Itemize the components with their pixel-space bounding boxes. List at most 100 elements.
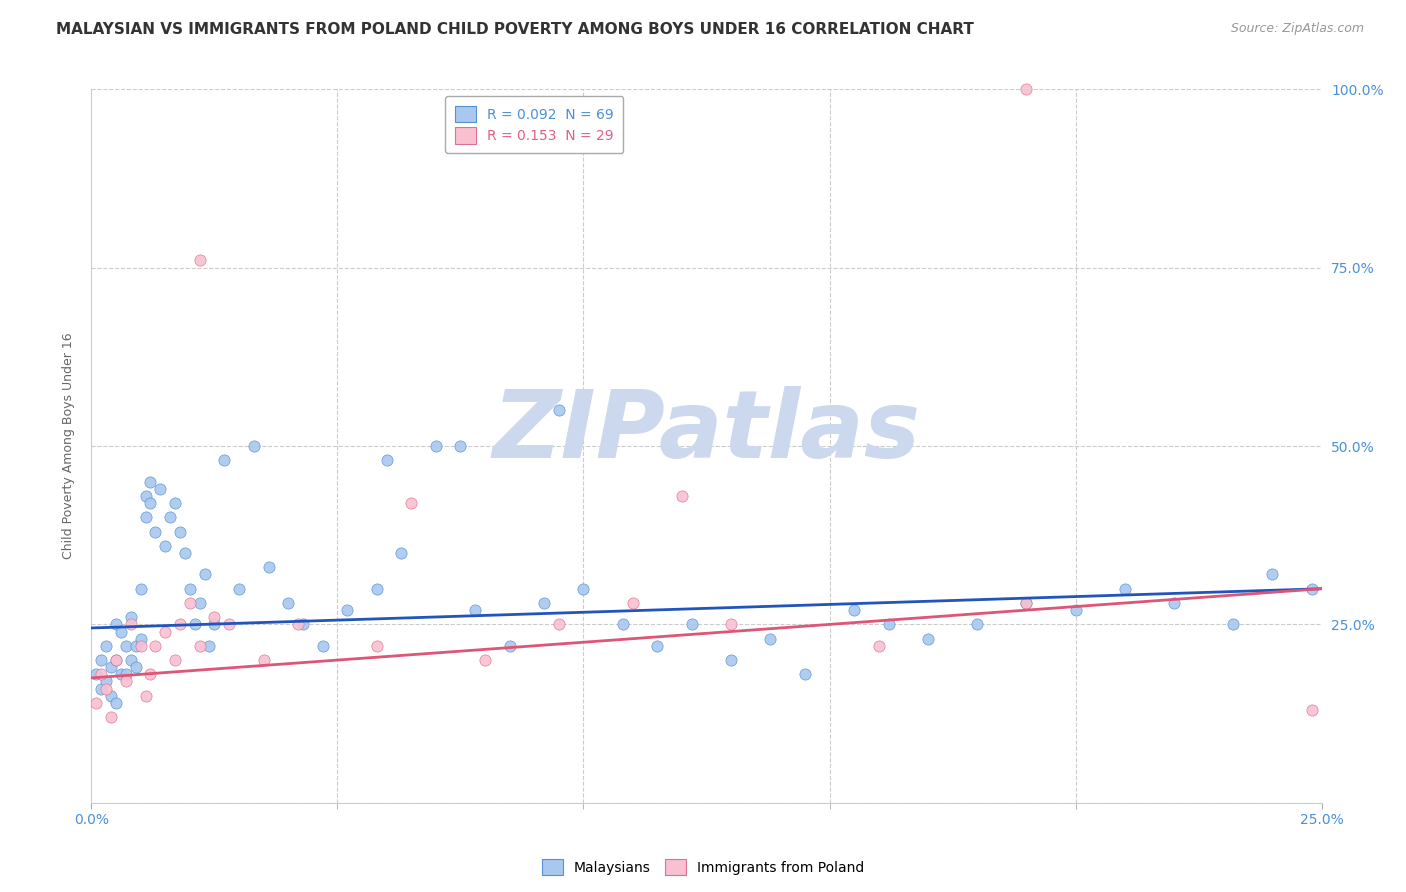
- Point: [100, 689, 122, 703]
- Point: [1261, 567, 1284, 582]
- Point: [498, 639, 520, 653]
- Point: [399, 496, 422, 510]
- Point: [179, 582, 201, 596]
- Point: [572, 582, 595, 596]
- Text: ZIPatlas: ZIPatlas: [492, 385, 921, 478]
- Point: [105, 653, 127, 667]
- Point: [621, 596, 644, 610]
- Text: MALAYSIAN VS IMMIGRANTS FROM POLAND CHILD POVERTY AMONG BOYS UNDER 16 CORRELATIO: MALAYSIAN VS IMMIGRANTS FROM POLAND CHIL…: [56, 22, 974, 37]
- Point: [129, 632, 152, 646]
- Point: [188, 639, 211, 653]
- Point: [202, 617, 225, 632]
- Point: [149, 482, 172, 496]
- Point: [139, 496, 162, 510]
- Point: [193, 567, 217, 582]
- Point: [389, 546, 413, 560]
- Point: [1015, 596, 1038, 610]
- Point: [202, 610, 225, 624]
- Point: [1015, 596, 1038, 610]
- Point: [449, 439, 471, 453]
- Y-axis label: Child Poverty Among Boys Under 16: Child Poverty Among Boys Under 16: [62, 333, 76, 559]
- Point: [720, 653, 742, 667]
- Point: [135, 510, 156, 524]
- Point: [198, 639, 221, 653]
- Point: [105, 617, 127, 632]
- Point: [720, 617, 742, 632]
- Point: [228, 582, 250, 596]
- Point: [464, 603, 486, 617]
- Point: [100, 660, 122, 674]
- Point: [135, 689, 156, 703]
- Point: [645, 639, 669, 653]
- Point: [114, 674, 138, 689]
- Point: [120, 617, 142, 632]
- Text: Source: ZipAtlas.com: Source: ZipAtlas.com: [1230, 22, 1364, 36]
- Point: [877, 617, 900, 632]
- Point: [311, 639, 335, 653]
- Point: [86, 696, 108, 710]
- Point: [547, 617, 569, 632]
- Point: [212, 453, 235, 467]
- Point: [100, 710, 122, 724]
- Point: [90, 653, 112, 667]
- Point: [86, 667, 108, 681]
- Point: [159, 510, 181, 524]
- Point: [218, 617, 240, 632]
- Point: [366, 639, 388, 653]
- Point: [375, 453, 398, 467]
- Point: [366, 582, 388, 596]
- Point: [163, 496, 186, 510]
- Point: [105, 653, 127, 667]
- Point: [291, 617, 314, 632]
- Point: [277, 596, 299, 610]
- Point: [1301, 703, 1323, 717]
- Point: [868, 639, 890, 653]
- Legend: R = 0.092  N = 69, R = 0.153  N = 29: R = 0.092 N = 69, R = 0.153 N = 29: [446, 96, 623, 153]
- Point: [1163, 596, 1185, 610]
- Point: [153, 624, 177, 639]
- Point: [966, 617, 988, 632]
- Point: [105, 696, 127, 710]
- Point: [242, 439, 264, 453]
- Point: [129, 582, 152, 596]
- Point: [1064, 603, 1087, 617]
- Point: [257, 560, 280, 574]
- Point: [287, 617, 309, 632]
- Point: [336, 603, 359, 617]
- Point: [139, 667, 162, 681]
- Point: [139, 475, 162, 489]
- Point: [163, 653, 186, 667]
- Point: [96, 674, 117, 689]
- Point: [114, 667, 138, 681]
- Point: [90, 667, 112, 681]
- Point: [120, 610, 142, 624]
- Point: [124, 660, 146, 674]
- Point: [1301, 582, 1323, 596]
- Point: [179, 596, 201, 610]
- Point: [681, 617, 703, 632]
- Point: [793, 667, 815, 681]
- Point: [183, 617, 207, 632]
- Point: [547, 403, 569, 417]
- Point: [120, 653, 142, 667]
- Point: [842, 603, 865, 617]
- Point: [188, 253, 211, 268]
- Point: [1114, 582, 1136, 596]
- Point: [1015, 82, 1038, 96]
- Point: [188, 596, 211, 610]
- Point: [671, 489, 693, 503]
- Point: [96, 639, 117, 653]
- Point: [169, 617, 191, 632]
- Point: [135, 489, 156, 503]
- Point: [253, 653, 276, 667]
- Point: [174, 546, 197, 560]
- Legend: Malaysians, Immigrants from Poland: Malaysians, Immigrants from Poland: [537, 854, 869, 880]
- Point: [110, 667, 132, 681]
- Point: [129, 639, 152, 653]
- Point: [145, 639, 166, 653]
- Point: [533, 596, 555, 610]
- Point: [612, 617, 634, 632]
- Point: [153, 539, 177, 553]
- Point: [124, 639, 146, 653]
- Point: [169, 524, 191, 539]
